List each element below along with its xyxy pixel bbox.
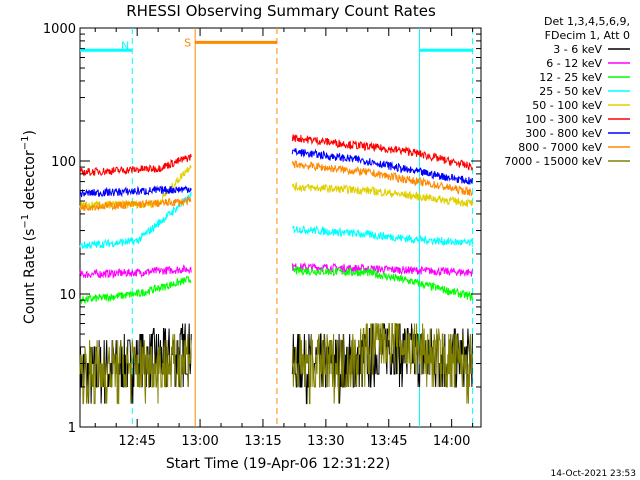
series-line-100-300keV: [79, 153, 192, 177]
x-axis-title: Start Time (19-Apr-06 12:31:22): [166, 456, 390, 472]
y-tick-label: 1: [68, 421, 76, 436]
series-line-7000-15000keV: [79, 333, 192, 405]
axes-group: 12:45 13:00 13:15 13:30 13:45 14:00 1 10 100 1000: [43, 22, 481, 449]
series-line-100-300keV: [291, 134, 473, 171]
series-line-12-25keV: [291, 266, 473, 302]
series-line-6-12keV: [79, 264, 192, 280]
y-axis-title-main: Count Rate (s: [22, 229, 38, 324]
legend-label: 300 - 800 keV: [525, 127, 602, 140]
plot-frame: [79, 27, 482, 428]
series-line-7000-15000keV: [291, 323, 473, 405]
series-line-25-50keV: [291, 225, 473, 248]
x-tick-label: 13:45: [370, 434, 407, 449]
y-tick-label: 100: [51, 155, 76, 170]
legend-label: 100 - 300 keV: [525, 113, 602, 126]
series-line-300-800keV: [79, 185, 192, 198]
y-axis-title-mid: detector: [22, 150, 38, 214]
night-label: N: [121, 39, 129, 52]
legend-label: 25 - 50 keV: [539, 85, 602, 98]
legend-label: 12 - 25 keV: [539, 71, 602, 84]
x-tick-label: 13:00: [181, 434, 218, 449]
saa-label: S: [184, 36, 191, 49]
legend-label: 6 - 12 keV: [546, 57, 602, 70]
y-axis-title-sup1: −1: [20, 214, 31, 229]
chart-title: RHESSI Observing Summary Count Rates: [126, 2, 436, 20]
legend-header-1: Det 1,3,4,5,6,9,: [544, 15, 630, 28]
y-axis-title: Count Rate (s−1 detector−1): [20, 130, 38, 324]
x-tick-label: 13:30: [307, 434, 344, 449]
y-tick-label: 1000: [43, 22, 76, 37]
x-tick-label: 12:45: [118, 434, 155, 449]
series-line-25-50keV: [79, 191, 192, 250]
legend: Det 1,3,4,5,6,9, FDecim 1, Att 0 3 - 6 k…: [504, 15, 630, 168]
data-series-group: [79, 134, 473, 405]
legend-label: 3 - 6 keV: [553, 43, 602, 56]
x-tick-label: 14:00: [433, 434, 470, 449]
timestamp: 14-Oct-2021 23:53: [551, 469, 636, 479]
legend-label: 7000 - 15000 keV: [504, 155, 602, 168]
series-line-300-800keV: [291, 147, 473, 185]
legend-label: 800 - 7000 keV: [518, 141, 602, 154]
series-line-50-100keV: [291, 181, 473, 208]
series-line-12-25keV: [79, 275, 192, 305]
x-tick-label: 13:15: [244, 434, 281, 449]
legend-header-2: FDecim 1, Att 0: [545, 29, 630, 42]
y-axis-title-end: ): [22, 130, 38, 135]
y-tick-label: 10: [59, 288, 76, 303]
series-line-800-7000keV: [79, 196, 192, 212]
series-line-800-7000keV: [291, 160, 473, 196]
series-line-6-12keV: [291, 261, 473, 278]
legend-label: 50 - 100 keV: [532, 99, 602, 112]
y-axis-title-sup2: −1: [20, 136, 31, 151]
